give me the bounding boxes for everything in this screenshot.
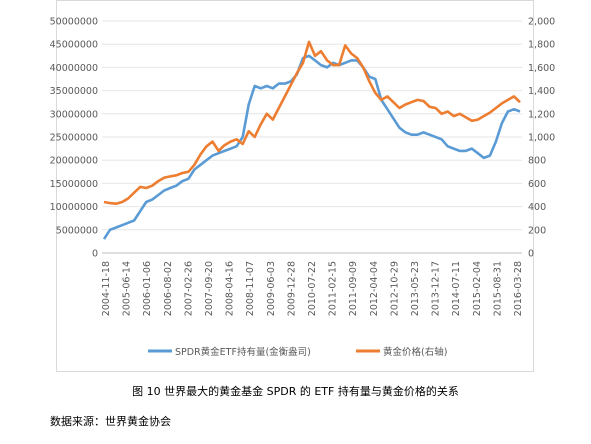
x-tick-label: 2009-12-28 [286,261,297,316]
x-tick-label: 2012-10-29 [389,261,400,316]
right-tick-label: 800 [528,156,546,167]
left-tick-label: 40000000 [50,63,98,74]
series-layer [102,40,521,240]
x-tick-label: 2015-08-31 [492,261,503,316]
right-tick-label: 600 [528,179,546,190]
x-tick-label: 2008-11-07 [245,261,256,316]
x-tick-label: 2016-03-28 [513,261,524,316]
figure-caption: 图 10 世界最大的黄金基金 SPDR 的 ETF 持有量与黄金价格的关系 [132,385,459,398]
series-line-holdings [102,54,521,240]
chart-frame [56,0,534,372]
left-tick-label: 25000000 [50,133,98,144]
x-tick-label: 2007-09-20 [204,261,215,316]
series-line-gold-price [103,40,521,205]
left-y-axis: 0 5000000 10000000 15000000 20000000 25000000… [50,17,98,260]
x-tick-label: 2014-07-11 [451,261,462,316]
left-tick-label: 30000000 [50,109,98,120]
left-tick-label: 0 [92,249,98,260]
x-tick-label: 2010-07-22 [307,261,318,316]
x-tick-label: 2012-04-04 [369,261,380,316]
legend-label-price: 黄金价格(右轴) [383,346,447,358]
x-tick-label: 2004-11-18 [101,261,112,316]
right-y-axis: 0 200 400 600 800 1,000 1,200 1,400 1,600 1,800 2,… [528,17,555,260]
dual-axis-line-chart: 0 5000000 10000000 15000000 20000000 25000000… [50,17,556,359]
gridlines [102,20,522,254]
right-tick-label: 1,800 [528,40,555,51]
right-tick-label: 2,000 [528,17,555,28]
left-tick-label: 35000000 [50,86,98,97]
left-tick-label: 10000000 [50,202,98,213]
right-tick-label: 1,000 [528,133,555,144]
legend: SPDR黄金ETF持有量(金衡盎司) 黄金价格(右轴) [148,346,447,358]
right-tick-label: 0 [528,249,534,260]
left-tick-label: 5000000 [56,225,98,236]
left-tick-label: 20000000 [50,156,98,167]
x-tick-label: 2006-08-02 [163,261,174,316]
right-tick-label: 400 [528,202,546,213]
x-tick-label: 2011-02-15 [328,261,339,316]
right-tick-label: 1,400 [528,86,555,97]
x-tick-label: 2013-05-23 [410,261,421,316]
x-axis: 2004-11-18 2005-06-14 2006-01-06 2006-08-02… [101,261,524,316]
x-tick-label: 2007-02-26 [183,261,194,316]
x-tick-label: 2015-02-04 [472,261,483,316]
left-tick-label: 50000000 [50,17,98,28]
x-tick-label: 2006-01-06 [142,261,153,316]
right-tick-label: 1,600 [528,63,555,74]
x-tick-label: 2008-04-16 [225,261,236,316]
x-tick-label: 2009-06-03 [266,261,277,316]
data-source-note: 数据来源：世界黄金协会 [50,415,171,428]
right-tick-label: 1,200 [528,109,555,120]
x-tick-label: 2011-09-09 [348,261,359,316]
left-tick-label: 45000000 [50,40,98,51]
left-tick-label: 15000000 [50,179,98,190]
x-tick-label: 2013-12-17 [431,261,442,316]
right-tick-label: 200 [528,225,546,236]
x-tick-label: 2005-06-14 [122,261,133,316]
legend-label-holdings: SPDR黄金ETF持有量(金衡盎司) [175,346,311,358]
